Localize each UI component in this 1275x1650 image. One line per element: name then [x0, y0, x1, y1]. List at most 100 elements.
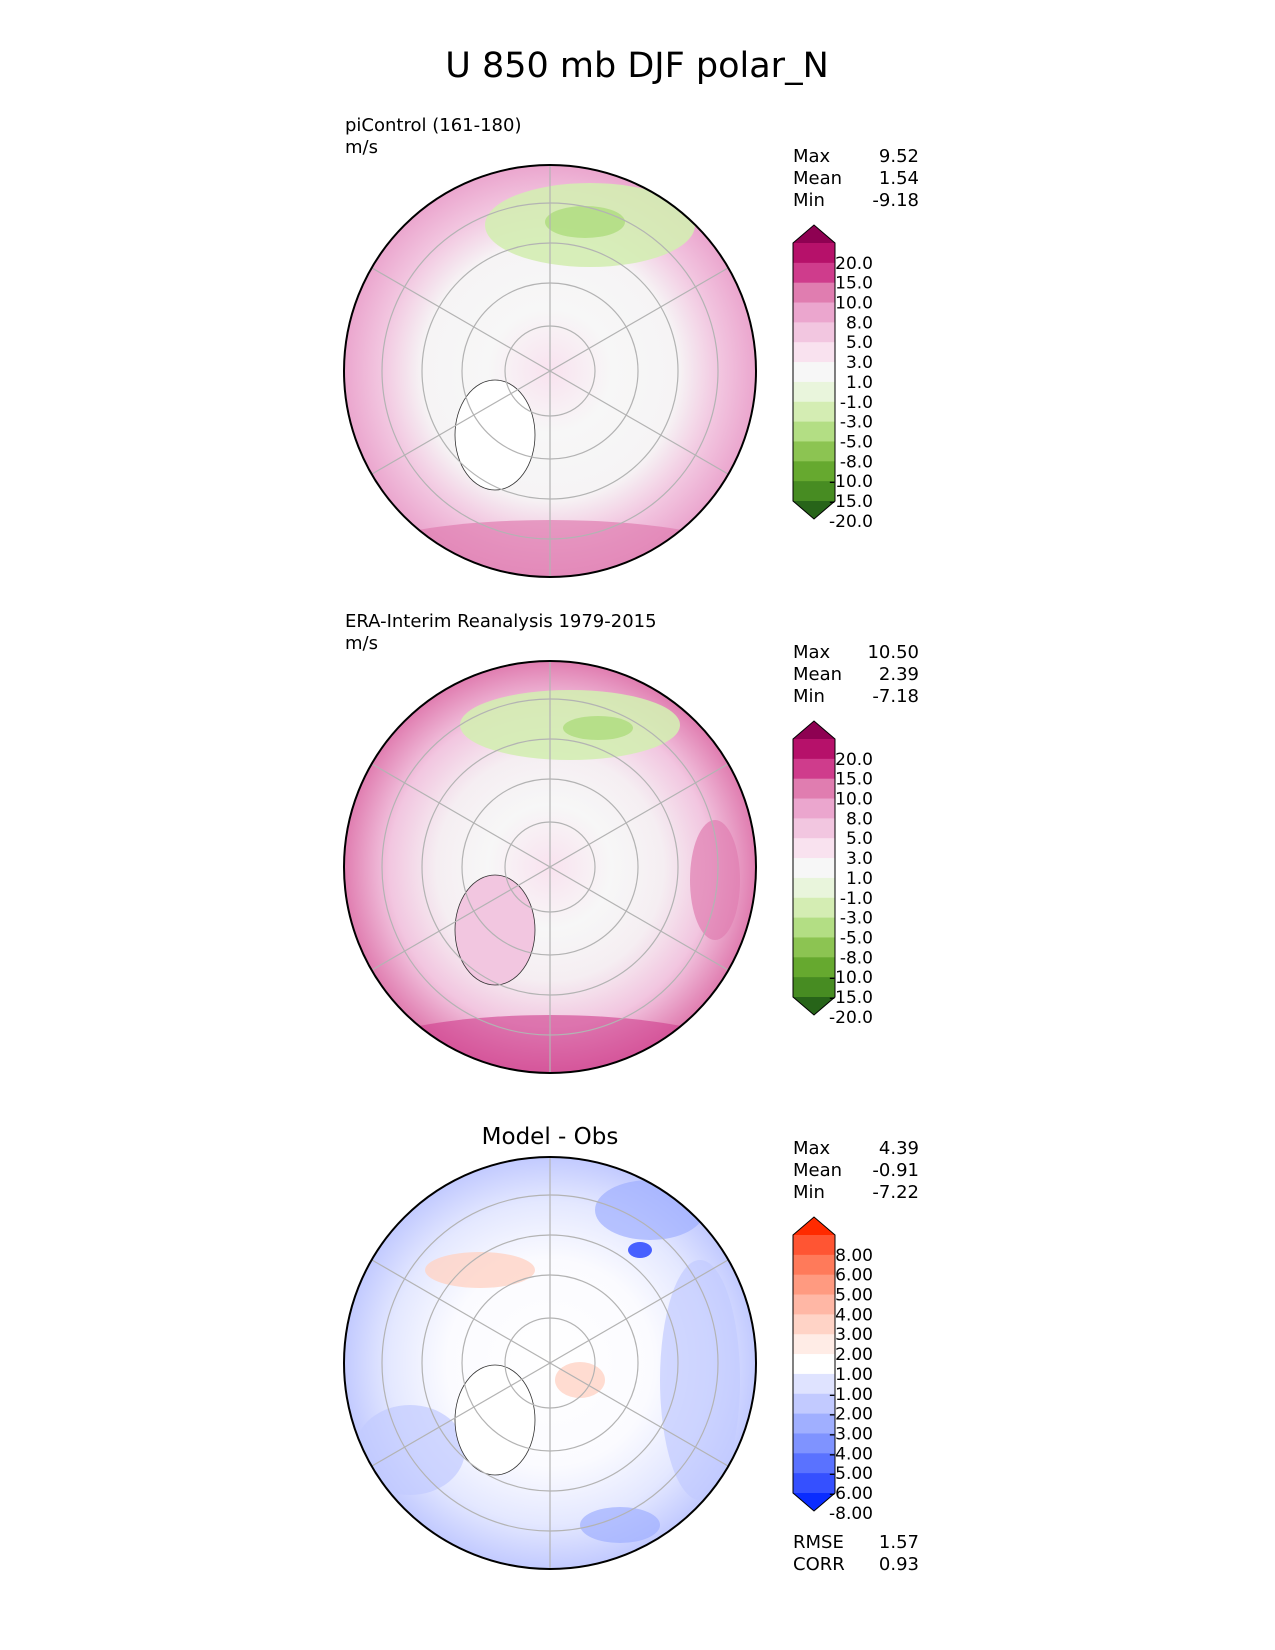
- colorbar-extend-top: [793, 1217, 835, 1235]
- colorbar-obs: 20.015.010.08.05.03.01.0-1.0-3.0-5.0-8.0…: [792, 720, 873, 1028]
- map-diff-blue-south: [580, 1507, 660, 1543]
- colorbar-tick-label: 20.0: [835, 254, 873, 274]
- stat-value: 9.52: [879, 146, 919, 167]
- colorbar-tick-label: 3.0: [846, 353, 873, 373]
- metric-key: CORR: [793, 1554, 845, 1575]
- map-diff-greenland: [454, 1364, 536, 1476]
- colorbar-tick-label: 1.0: [846, 869, 873, 889]
- colorbar-segment: [793, 937, 835, 958]
- colorbar-tick-label: 4.00: [835, 1305, 873, 1325]
- colorbar-segment: [793, 481, 835, 502]
- colorbar-outline: [792, 1216, 836, 1512]
- colorbar-extend-bottom: [793, 501, 835, 519]
- colorbar-tick-label: 8.0: [846, 313, 873, 333]
- colorbar-segment: [793, 401, 835, 423]
- colorbar-tick-label: 5.00: [835, 1286, 873, 1306]
- colorbar-tick-label: -10.0: [829, 472, 873, 492]
- colorbar-segment: [793, 957, 835, 978]
- colorbar-segment: [793, 243, 835, 264]
- stat-key: Mean: [793, 664, 842, 685]
- map-model-greenland: [454, 379, 536, 491]
- colorbar-segment: [793, 302, 835, 323]
- metric-value: 0.93: [879, 1554, 919, 1575]
- figure-title: U 850 mb DJF polar_N: [445, 46, 829, 86]
- colorbar-model: 20.015.010.08.05.03.01.0-1.0-3.0-5.0-8.0…: [792, 224, 873, 532]
- stat-value: -7.18: [872, 686, 919, 707]
- colorbar-tick-label: -2.00: [829, 1405, 873, 1425]
- colorbar-tick-label: -3.00: [829, 1424, 873, 1444]
- colorbar-segment: [793, 1354, 835, 1375]
- metric-key: RMSE: [793, 1532, 844, 1553]
- colorbar-outline: [792, 224, 836, 520]
- panel-obs-label: ERA-Interim Reanalysis 1979-2015: [345, 611, 657, 632]
- stat-value: -7.22: [872, 1182, 919, 1203]
- colorbar-tick-label: 3.00: [835, 1325, 873, 1345]
- colorbar-tick-label: -8.0: [840, 452, 873, 472]
- colorbar-segment: [793, 342, 835, 363]
- stat-value: -0.91: [872, 1160, 919, 1181]
- colorbar-segment: [793, 1373, 835, 1395]
- colorbar-tick-label: -20.0: [829, 1008, 873, 1028]
- colorbar-tick-label: -1.0: [840, 393, 873, 413]
- colorbar-tick-label: 8.0: [846, 809, 873, 829]
- colorbar-segment: [793, 1393, 835, 1415]
- colorbar-tick-label: 10.0: [835, 294, 873, 314]
- colorbar-segment: [793, 798, 835, 819]
- colorbar-segment: [793, 282, 835, 304]
- colorbar-diff: 8.006.005.004.003.002.001.00-1.00-2.00-3…: [792, 1216, 873, 1524]
- panel-obs-units: m/s: [345, 633, 378, 654]
- colorbar-segment: [793, 1473, 835, 1494]
- colorbar-segment: [793, 1254, 835, 1276]
- colorbar-outline: [792, 720, 836, 1016]
- stat-key: Min: [793, 190, 825, 211]
- colorbar-tick-label: -8.00: [829, 1504, 873, 1524]
- colorbar-segment: [793, 977, 835, 998]
- colorbar-segment: [793, 461, 835, 482]
- colorbar-tick-label: 2.00: [835, 1345, 873, 1365]
- stat-value: 4.39: [879, 1138, 919, 1159]
- colorbar-tick-label: -1.0: [840, 889, 873, 909]
- colorbar-segment: [793, 1453, 835, 1474]
- stat-key: Mean: [793, 168, 842, 189]
- colorbar-segment: [793, 362, 835, 383]
- map-model: [343, 164, 757, 578]
- colorbar-tick-label: 5.0: [846, 829, 873, 849]
- colorbar-segment: [793, 897, 835, 919]
- colorbar-segment: [793, 1314, 835, 1335]
- colorbar-segment: [793, 778, 835, 800]
- colorbar-tick-label: 20.0: [835, 750, 873, 770]
- colorbar-extend-bottom: [793, 1493, 835, 1511]
- colorbar-tick-label: -5.0: [840, 432, 873, 452]
- stat-key: Max: [793, 1138, 831, 1159]
- colorbar-segment: [793, 858, 835, 879]
- colorbar-tick-label: -3.0: [840, 413, 873, 433]
- colorbar-extend-top: [793, 721, 835, 739]
- panel-model-units: m/s: [345, 137, 378, 158]
- colorbar-segment: [793, 1413, 835, 1434]
- map-diff-blue-core: [628, 1242, 652, 1258]
- colorbar-tick-label: 6.00: [835, 1266, 873, 1286]
- map-model-boundary: [343, 164, 757, 578]
- colorbar-segment: [793, 1433, 835, 1454]
- colorbar-segment: [793, 421, 835, 442]
- map-diff-blue-west: [355, 1405, 465, 1495]
- map-model-green-core: [545, 206, 625, 238]
- colorbar-segment: [793, 758, 835, 780]
- stat-value: -9.18: [872, 190, 919, 211]
- colorbar-tick-label: -15.0: [829, 492, 873, 512]
- map-obs-green-core: [563, 716, 633, 740]
- map-obs-boundary: [343, 660, 757, 1074]
- colorbar-tick-label: -4.00: [829, 1444, 873, 1464]
- colorbar-tick-label: 15.0: [835, 274, 873, 294]
- colorbar-tick-label: -8.0: [840, 948, 873, 968]
- colorbar-tick-label: -1.00: [829, 1385, 873, 1405]
- colorbar-segment: [793, 818, 835, 839]
- map-obs-greenland: [454, 874, 536, 986]
- colorbar-tick-label: -20.0: [829, 512, 873, 532]
- panel-model-label: piControl (161-180): [345, 115, 521, 136]
- colorbar-tick-label: -6.00: [829, 1484, 873, 1504]
- stats-obs: Max 10.50 Mean 2.39 Min -7.18: [793, 642, 919, 707]
- colorbar-segment: [793, 262, 835, 284]
- colorbar-segment: [793, 838, 835, 859]
